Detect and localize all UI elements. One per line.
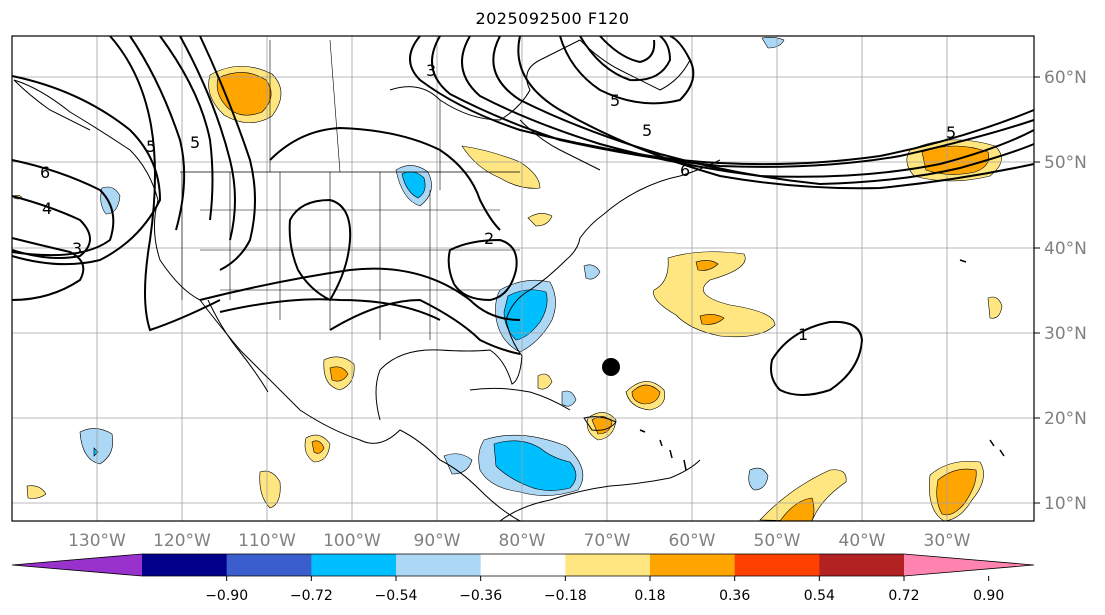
lon-label: 40°W bbox=[839, 531, 886, 551]
lon-label: 100°W bbox=[323, 531, 381, 551]
anomaly-neg-7 bbox=[748, 467, 769, 491]
height-contours bbox=[11, 35, 1035, 396]
anomaly-pos-12 bbox=[26, 485, 47, 499]
lat-label: 10°N bbox=[1044, 494, 1087, 514]
anomaly-pos-9 bbox=[537, 373, 553, 390]
contour-label: 2 bbox=[484, 229, 494, 248]
anomaly-pos-5-core bbox=[695, 260, 725, 325]
lon-label: 30°W bbox=[924, 531, 971, 551]
colorbar-tick-label: −0.72 bbox=[290, 588, 333, 604]
anomaly-pos-14-core bbox=[936, 468, 977, 516]
contour-label: 1 bbox=[798, 325, 808, 344]
anomaly-pos-3 bbox=[527, 213, 553, 227]
contour-label: 4 bbox=[42, 199, 52, 218]
contour-labels: 6 4 3 5 5 2 3 5 5 6 1 5 bbox=[40, 61, 956, 344]
anomaly-neg-3-core bbox=[493, 440, 577, 491]
colorbar-outline bbox=[11, 553, 1035, 577]
anomaly-neg-5 bbox=[79, 428, 114, 465]
colorbar-segment bbox=[650, 554, 736, 576]
lat-label: 20°N bbox=[1044, 409, 1087, 429]
lon-label: 50°W bbox=[754, 531, 801, 551]
lat-label: 60°N bbox=[1044, 68, 1087, 88]
contour-label: 6 bbox=[680, 161, 690, 180]
lat-tick-marks bbox=[1034, 76, 1040, 504]
gridlines bbox=[12, 36, 1034, 521]
anomaly-pos-5 bbox=[653, 251, 776, 338]
lon-label: 110°W bbox=[238, 531, 296, 551]
contour-label: 5 bbox=[642, 121, 652, 140]
lat-label: 40°N bbox=[1044, 239, 1087, 259]
anomaly-neg-6 bbox=[100, 186, 121, 215]
anomaly-pos-6-core bbox=[329, 366, 349, 382]
anomaly-pos-11 bbox=[259, 470, 281, 509]
contour-label: 5 bbox=[146, 137, 156, 156]
contour-label: 5 bbox=[946, 123, 956, 142]
colorbar-extend-low bbox=[12, 554, 142, 576]
storm-position-marker bbox=[602, 358, 620, 376]
contour-label: 5 bbox=[190, 133, 200, 152]
colorbar-segment bbox=[311, 554, 397, 576]
lat-label: 30°N bbox=[1044, 324, 1087, 344]
colorbar-segment bbox=[396, 554, 482, 576]
contour-label: 3 bbox=[426, 61, 436, 80]
colorbar-segment bbox=[819, 554, 905, 576]
colorbar-tick-label: −0.90 bbox=[205, 588, 248, 604]
contour-label: 3 bbox=[72, 239, 82, 258]
lon-label: 90°W bbox=[414, 531, 461, 551]
anomaly-pos-10-core bbox=[311, 440, 325, 454]
colorbar-tick-label: 0.72 bbox=[888, 588, 919, 604]
anomaly-pos-13-core bbox=[779, 497, 815, 522]
contour-label: 5 bbox=[610, 91, 620, 110]
colorbar-tick-label: −0.18 bbox=[544, 588, 587, 604]
anomaly-neg-4 bbox=[443, 453, 473, 475]
colorbar-tick-label: 0.18 bbox=[634, 588, 665, 604]
lon-label: 70°W bbox=[584, 531, 631, 551]
colorbar-extend-high bbox=[904, 554, 1034, 576]
colorbar-tick-label: −0.54 bbox=[375, 588, 418, 604]
colorbar: −0.90 −0.72 −0.54 −0.36 −0.18 0.18 0.36 0.54 0.7… bbox=[11, 553, 1035, 604]
anomaly-neg-5-core bbox=[93, 447, 99, 457]
anomaly-neg-9 bbox=[761, 37, 785, 49]
anomaly-pos-2 bbox=[461, 145, 541, 189]
colorbar-segment bbox=[142, 554, 228, 576]
contour-label: 6 bbox=[40, 163, 50, 182]
anomaly-pos-7-core bbox=[631, 384, 661, 405]
lon-label: 80°W bbox=[499, 531, 546, 551]
anomaly-neg-8 bbox=[583, 264, 601, 280]
lon-label: 60°W bbox=[669, 531, 716, 551]
lon-label: 130°W bbox=[68, 531, 126, 551]
lon-label: 120°W bbox=[153, 531, 211, 551]
colorbar-tick-label: −0.36 bbox=[459, 588, 502, 604]
colorbar-segment bbox=[480, 554, 566, 576]
colorbar-tick-label: 0.90 bbox=[973, 588, 1004, 604]
lon-labels: 130°W 120°W 110°W 100°W 90°W 80°W 70°W 6… bbox=[68, 531, 971, 551]
colorbar-tick-label: 0.36 bbox=[719, 588, 750, 604]
anomaly-pos-15 bbox=[987, 296, 1003, 319]
anomaly-neg-10 bbox=[561, 390, 577, 407]
map-frame bbox=[11, 35, 1035, 522]
colorbar-tick-label: 0.54 bbox=[804, 588, 835, 604]
lat-labels: 60°N 50°N 40°N 30°N 20°N 10°N bbox=[1044, 68, 1087, 514]
lat-label: 50°N bbox=[1044, 153, 1087, 173]
colorbar-segment bbox=[226, 554, 312, 576]
colorbar-segment bbox=[565, 554, 651, 576]
colorbar-segment bbox=[734, 554, 820, 576]
map-title: 2025092500 F120 bbox=[475, 9, 630, 28]
